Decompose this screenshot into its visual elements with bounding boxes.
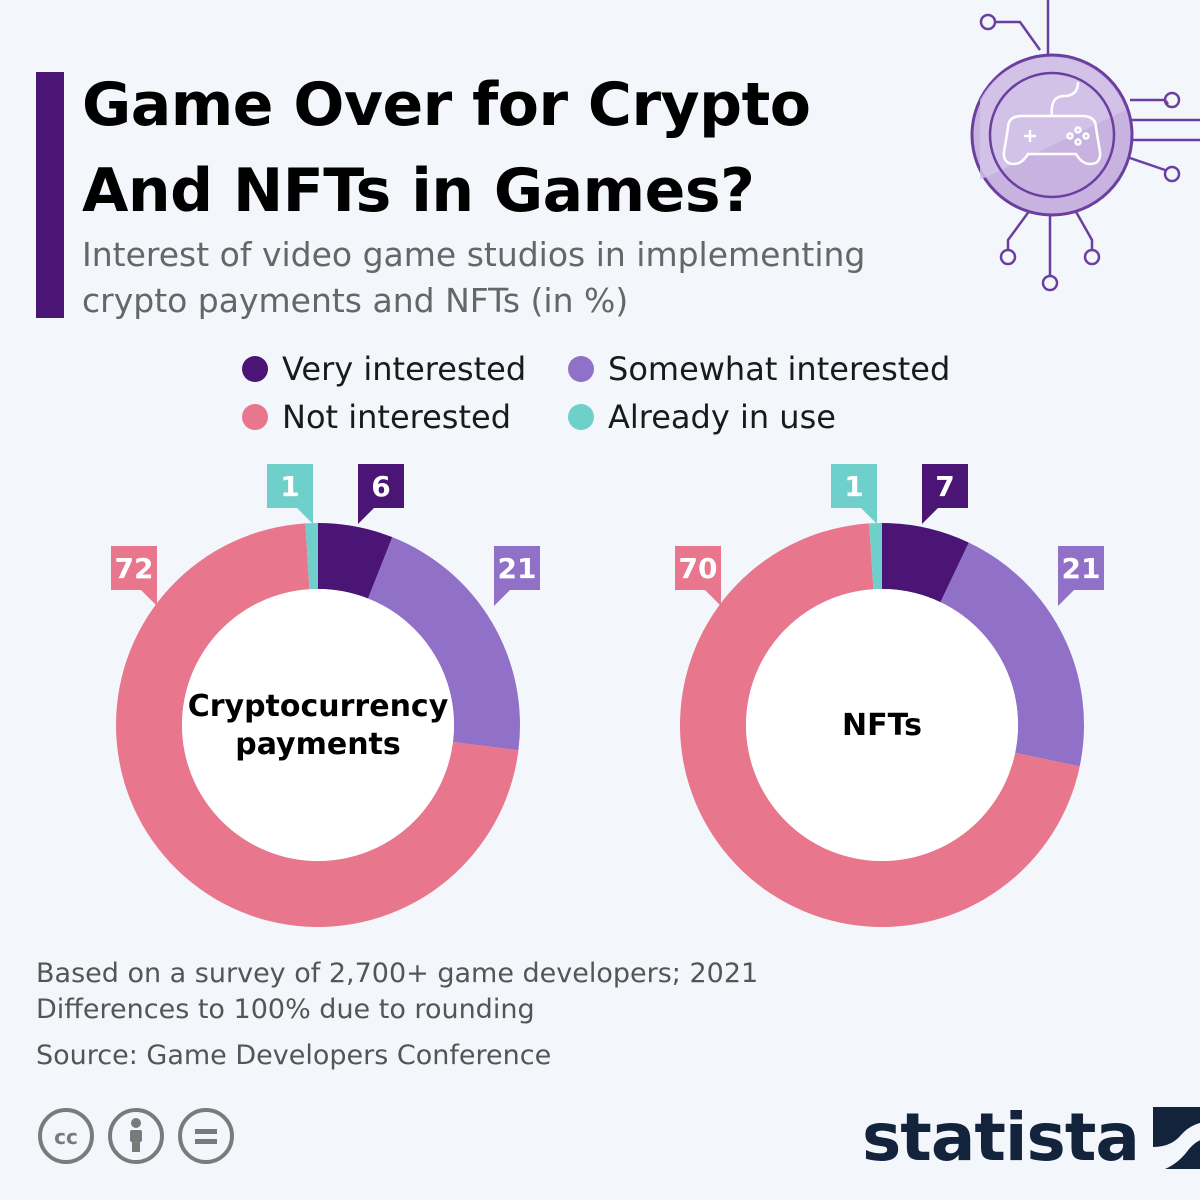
- legend-swatch: [242, 404, 268, 430]
- footnotes: Based on a survey of 2,700+ game develop…: [36, 956, 936, 1074]
- data-label-value: 1: [844, 470, 863, 503]
- data-label-somewhat-interested: 21: [494, 546, 540, 606]
- donut-center-label: payments: [235, 727, 401, 762]
- data-label-pointer: [297, 508, 313, 524]
- data-label-value: 6: [371, 470, 390, 503]
- data-label-very-interested: 6: [358, 464, 404, 524]
- data-label-box: [1058, 546, 1104, 590]
- donut-hole: [182, 589, 454, 861]
- data-label-box: [922, 464, 968, 508]
- legend-label: Already in use: [608, 398, 836, 436]
- donut-slice-very-interested: [318, 523, 393, 599]
- data-label-value: 21: [1062, 552, 1101, 585]
- data-label-very-interested: 7: [922, 464, 968, 524]
- donut-slice-already-in-use: [305, 523, 318, 590]
- data-label-box: [831, 464, 877, 508]
- data-label-not-interested: 70: [675, 546, 721, 606]
- legend-label: Very interested: [282, 350, 527, 388]
- data-label-somewhat-interested: 21: [1058, 546, 1104, 606]
- data-label-box: [111, 546, 157, 590]
- data-label-pointer: [861, 508, 877, 524]
- data-label-value: 21: [498, 552, 537, 585]
- brand-name: statista: [862, 1099, 1140, 1176]
- legend-swatch: [568, 404, 594, 430]
- donut-slice-somewhat-interested: [940, 542, 1085, 767]
- creative-commons-icon[interactable]: cc: [36, 1106, 96, 1166]
- legend-swatch: [242, 356, 268, 382]
- footnote-rounding: Differences to 100% due to rounding: [36, 994, 535, 1025]
- footnote-survey: Based on a survey of 2,700+ game develop…: [36, 958, 759, 989]
- data-label-already-in-use: 1: [267, 464, 313, 524]
- data-label-pointer: [705, 590, 721, 606]
- data-label-value: 7: [935, 470, 954, 503]
- game-controller-icon: [970, 0, 1200, 292]
- data-label-pointer: [494, 590, 510, 606]
- data-label-pointer: [922, 508, 938, 524]
- legend-item-already-in-use: Already in use: [568, 398, 836, 436]
- donut-slice-not-interested: [115, 523, 519, 928]
- donut-slice-already-in-use: [869, 523, 882, 590]
- data-label-not-interested: 72: [111, 546, 157, 606]
- source-note: Source: Game Developers Conference: [36, 1040, 552, 1071]
- data-label-box: [358, 464, 404, 508]
- statista-logo-icon: [1152, 1107, 1200, 1169]
- donut-hole: [746, 589, 1018, 861]
- data-label-box: [494, 546, 540, 590]
- data-label-pointer: [358, 508, 374, 524]
- data-label-value: 72: [115, 552, 154, 585]
- legend-label: Not interested: [282, 398, 511, 436]
- license-icons: cc: [36, 1106, 236, 1166]
- no-derivatives-icon[interactable]: [176, 1106, 236, 1166]
- legend-item-somewhat-interested: Somewhat interested: [568, 350, 950, 388]
- accent-bar: [36, 72, 64, 318]
- data-label-box: [675, 546, 721, 590]
- data-label-pointer: [1058, 590, 1074, 606]
- page-title: Game Over for Crypto And NFTs in Games?: [82, 70, 811, 226]
- data-label-box: [267, 464, 313, 508]
- donut-slice-not-interested: [679, 523, 1080, 927]
- data-label-pointer: [141, 590, 157, 606]
- attribution-icon[interactable]: [106, 1106, 166, 1166]
- data-label-already-in-use: 1: [831, 464, 877, 524]
- data-label-value: 1: [280, 470, 299, 503]
- statista-logo[interactable]: statista: [862, 1098, 1200, 1178]
- legend-label: Somewhat interested: [608, 350, 951, 388]
- donut-center-label: Cryptocurrency: [188, 689, 449, 724]
- subtitle: Interest of video game studios in implem…: [82, 235, 866, 320]
- donut-slice-somewhat-interested: [368, 537, 520, 751]
- donut-slice-very-interested: [882, 523, 969, 603]
- data-label-value: 70: [679, 552, 718, 585]
- svg-text:cc: cc: [54, 1125, 78, 1149]
- legend-item-very-interested: Very interested: [242, 350, 526, 388]
- donut-center-label: NFTs: [842, 708, 922, 743]
- legend-swatch: [568, 356, 594, 382]
- legend: Very interested Somewhat interested Not …: [0, 0, 1200, 436]
- legend-item-not-interested: Not interested: [242, 398, 511, 436]
